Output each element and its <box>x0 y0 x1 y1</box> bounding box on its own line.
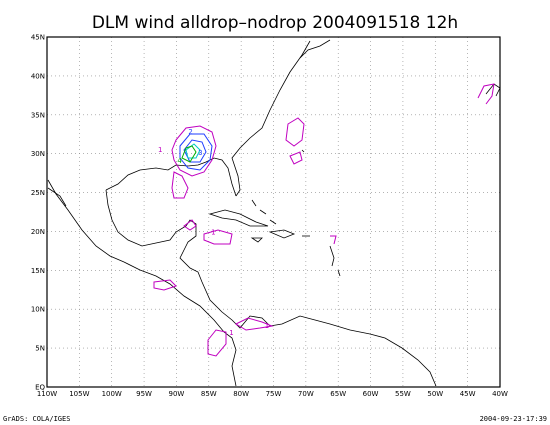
lon-tick-label: 40W <box>492 390 508 398</box>
lat-tick-label: 45N <box>31 34 45 42</box>
contour-label: 3 <box>198 149 202 157</box>
lon-tick-label: 85W <box>201 390 217 398</box>
contour-label: 1 <box>229 329 233 337</box>
contour-1-colombia <box>234 317 274 331</box>
contour-1-main <box>171 125 217 177</box>
contour-1-south <box>171 171 189 199</box>
map-frame <box>46 36 501 388</box>
contour-label: 4 <box>177 157 182 165</box>
lat-tick-label: 5N <box>35 345 45 353</box>
contour-label: 2 <box>188 128 192 136</box>
lon-tick-label: 80W <box>233 390 249 398</box>
contour-1-mid <box>330 235 337 245</box>
island-jamaica <box>250 237 263 243</box>
island-cuba <box>208 209 269 227</box>
island-bermuda <box>301 149 305 153</box>
lon-tick-label: 95W <box>136 390 152 398</box>
contour-label: 1 <box>211 229 215 237</box>
contour-2 <box>179 133 213 171</box>
contour-1-caribbean <box>203 229 233 245</box>
island-hispaniola <box>268 229 296 239</box>
lon-tick-label: 60W <box>363 390 379 398</box>
lon-tick-label: 55W <box>395 390 411 398</box>
contour-label: 1 <box>158 146 162 154</box>
map-grid <box>47 37 500 387</box>
lat-tick-label: 10N <box>31 306 45 314</box>
footer-left: GrADS: COLA/IGES <box>3 415 70 423</box>
lon-tick-label: 45W <box>460 390 476 398</box>
contour-label: 1 <box>265 322 269 330</box>
chart-title: DLM wind alldrop–nodrop 2004091518 12h <box>92 13 458 33</box>
coastline-us-east <box>231 40 311 197</box>
contour-1-ne <box>477 83 495 105</box>
lat-tick-label: 35N <box>31 111 45 119</box>
island-antilles <box>329 245 341 277</box>
footer-right: 2004-09-23-17:39 <box>480 415 547 423</box>
lon-tick-label: 100W <box>102 390 122 398</box>
lon-tick-label: 105W <box>69 390 89 398</box>
lon-tick-label: 65W <box>330 390 346 398</box>
lon-tick-label: 90W <box>169 390 185 398</box>
lat-tick-label: 25N <box>31 189 45 197</box>
coastline-pacific <box>47 179 237 387</box>
contours <box>153 83 495 357</box>
lon-tick-label: 70W <box>298 390 314 398</box>
coastline-canada <box>299 39 331 59</box>
lat-tick-label: 40N <box>31 72 45 80</box>
coastline-baja <box>47 187 67 207</box>
lon-tick-label: 75W <box>266 390 282 398</box>
contour-cyan <box>185 143 201 159</box>
lon-tick-label: 110W <box>37 390 57 398</box>
contour-labels: 1 2 3 4 1 1 1 <box>158 128 269 337</box>
lon-tick-label: 50W <box>427 390 443 398</box>
island-newfoundland <box>485 83 501 97</box>
contour-1-pacific <box>153 279 177 291</box>
axis-labels: 110W 105W 100W 95W 90W 85W 80W 75W 70W 65W 60W 55W 5… <box>31 34 508 399</box>
contour-1-atlantic-2 <box>289 151 303 165</box>
lat-tick-label: 15N <box>31 267 45 275</box>
coastlines <box>47 39 501 387</box>
coastline-mexico <box>105 189 437 387</box>
contour-1-panama <box>207 329 227 357</box>
contour-1-atlantic <box>285 117 305 147</box>
contour-1-yucatan <box>183 219 197 231</box>
lat-tick-label: 20N <box>31 228 45 236</box>
coastline-gulf <box>105 157 237 197</box>
contour-4 <box>181 145 197 163</box>
island-bahamas <box>251 199 277 225</box>
lat-tick-label: EQ <box>35 384 45 392</box>
lat-tick-label: 30N <box>31 150 45 158</box>
